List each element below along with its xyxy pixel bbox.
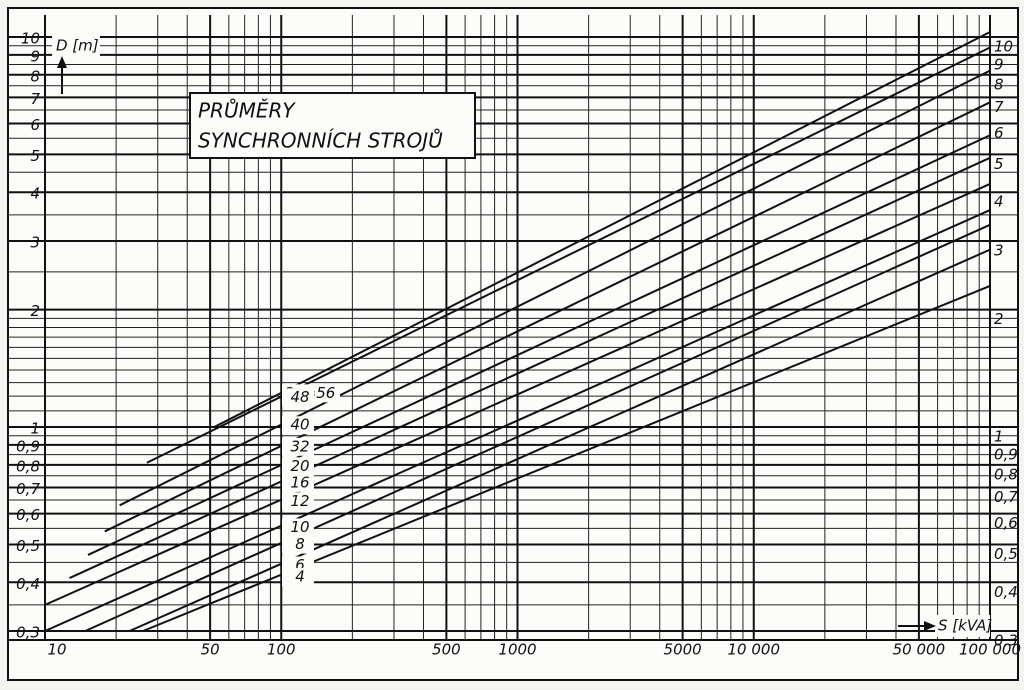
label-bg [282,492,314,511]
y-tick-label: 10 [21,30,40,48]
label-bg [282,437,314,456]
series-line [69,156,991,579]
x-tick-label: 5000 [664,641,702,659]
title-box [189,92,476,159]
label-bg [282,388,314,407]
x-tick-label: 100 [267,641,296,659]
y-tick-label-right: 0,7 [994,488,1018,506]
y-tick-label: 3 [30,233,40,251]
label-bg [282,568,314,587]
series-line [44,209,991,632]
y-tick-label: 2 [30,302,40,320]
series-label: 32 [290,437,309,455]
y-tick-label: 0,8 [16,457,40,475]
x-tick-label: 10 [47,641,66,659]
y-tick-label-right: 7 [994,98,1004,116]
x-tick-label: 50 000 [893,641,946,659]
series-line [84,223,991,632]
y-tick-label-right: 2 [994,310,1004,328]
y-tick-label: 0,6 [16,506,40,524]
series-label: 10 [290,518,309,536]
y-tick-label: 7 [30,90,40,108]
label-bg [282,416,314,435]
y-tick-label: 5 [30,147,40,165]
series-label: 4 [295,568,305,586]
y-tick-label-right: 9 [994,55,1004,73]
y-tick-label-right: 5 [994,155,1004,173]
series-label: 48 [290,388,309,406]
y-tick-label: 0,3 [16,624,40,642]
label-bg [282,535,314,554]
y-tick-label-right: 0,4 [994,583,1018,601]
y-tick-label-right: 3 [994,241,1004,259]
y-tick-label: 4 [30,185,40,203]
y-tick-label: 8 [30,67,40,85]
label-bg [52,36,100,56]
x-tick-label: 100 000 [959,641,1021,659]
y-tick-label: 6 [30,116,40,134]
y-tick-label: 0,5 [16,537,40,555]
y-tick-label: 0,9 [16,437,40,455]
x-tick-label: 10 000 [728,641,781,659]
label-bg [282,518,314,537]
x-tick-label: 1000 [498,641,536,659]
y-tick-label: 1 [30,420,40,438]
y-tick-label-right: 4 [994,193,1004,211]
y-tick-label-right: 0,5 [994,545,1018,563]
series-line [104,101,991,533]
label-bg [282,473,314,492]
series-label: 12 [290,492,309,510]
series-line [213,31,991,428]
y-tick-label: 0,4 [16,575,40,593]
arrow-head [57,56,67,68]
series-label: 40 [290,416,309,434]
series-line [119,69,991,507]
series-label: 6 [295,556,305,574]
y-tick-label-right: 6 [994,124,1004,142]
y-tick-label-right: 8 [994,75,1004,93]
y-tick-label-right: 0,6 [994,514,1018,532]
label-bg [282,457,314,476]
chart-subtitle: SYNCHRONNÍCH STROJŮ [198,129,443,153]
x-tick-label: 500 [432,641,461,659]
series-line [87,134,991,556]
y-tick-label-right: 0,3 [994,632,1018,650]
y-tick-label-right: 1 [994,428,1004,446]
y-axis-label: D [m] [56,37,99,55]
y-tick-label: 9 [30,47,40,65]
x-axis-label: S [kVA] [938,617,992,635]
y-tick-label-right: 10 [994,38,1013,56]
y-tick-label: 0,7 [16,480,40,498]
chart-title: PRŮMĚRY [198,99,296,123]
label-bg [935,615,990,637]
series-line [129,248,991,632]
series-label: 16 [290,473,309,491]
series-label: 20 [290,457,309,475]
series-label: 8 [295,535,305,553]
y-tick-label-right: 0,9 [994,445,1018,463]
series-line [44,183,991,606]
y-tick-label-right: 0,8 [994,465,1018,483]
x-tick-label: 50 [201,641,220,659]
arrow-head [924,621,936,631]
